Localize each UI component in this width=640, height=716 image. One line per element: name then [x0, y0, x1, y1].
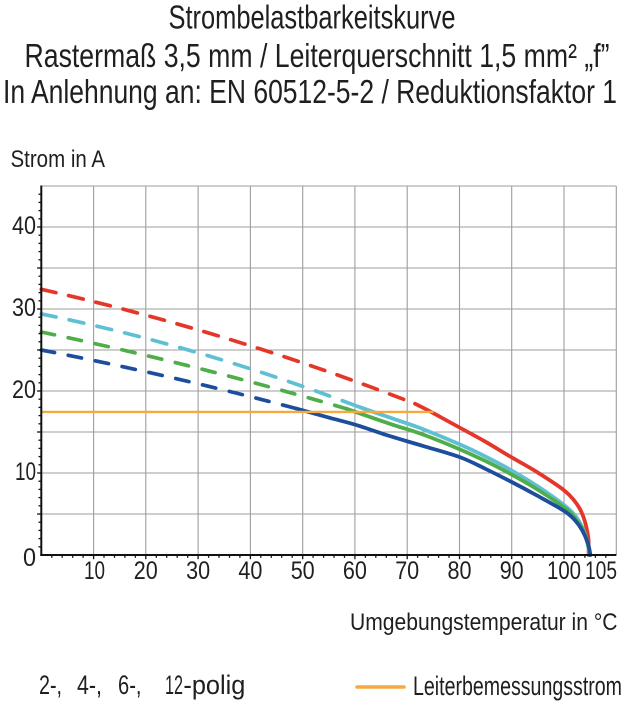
svg-text:100: 100: [547, 557, 581, 585]
svg-text:80: 80: [448, 557, 472, 585]
svg-text:0: 0: [23, 544, 36, 572]
svg-text:30: 30: [186, 557, 210, 585]
svg-text:70: 70: [395, 557, 419, 585]
svg-text:40: 40: [12, 212, 36, 240]
svg-text:20: 20: [12, 376, 36, 404]
svg-text:-polig: -polig: [183, 670, 245, 700]
svg-text:2-,: 2-,: [39, 670, 62, 700]
svg-text:12: 12: [165, 670, 183, 700]
svg-text:Strom in A: Strom in A: [11, 146, 106, 173]
svg-text:40: 40: [238, 557, 262, 585]
svg-text:10: 10: [15, 458, 36, 486]
svg-text:105: 105: [585, 557, 617, 585]
svg-text:60: 60: [343, 557, 367, 585]
svg-text:10: 10: [84, 557, 105, 585]
svg-text:90: 90: [500, 557, 524, 585]
svg-text:6-,: 6-,: [118, 670, 142, 700]
svg-text:Umgebungstemperatur in °C: Umgebungstemperatur in °C: [350, 609, 618, 636]
svg-text:4-,: 4-,: [77, 670, 102, 700]
svg-text:Rastermaß 3,5 mm / Leiterquers: Rastermaß 3,5 mm / Leiterquerschnitt 1,5…: [25, 37, 610, 74]
svg-text:Strombelastbarkeitskurve: Strombelastbarkeitskurve: [169, 0, 456, 36]
svg-text:30: 30: [12, 294, 36, 322]
svg-text:20: 20: [134, 557, 158, 585]
svg-text:Leiterbemessungsstrom: Leiterbemessungsstrom: [413, 671, 622, 701]
svg-text:In Anlehnung an: EN 60512-5-2: In Anlehnung an: EN 60512-5-2 / Reduktio…: [3, 73, 617, 110]
svg-text:50: 50: [291, 557, 315, 585]
